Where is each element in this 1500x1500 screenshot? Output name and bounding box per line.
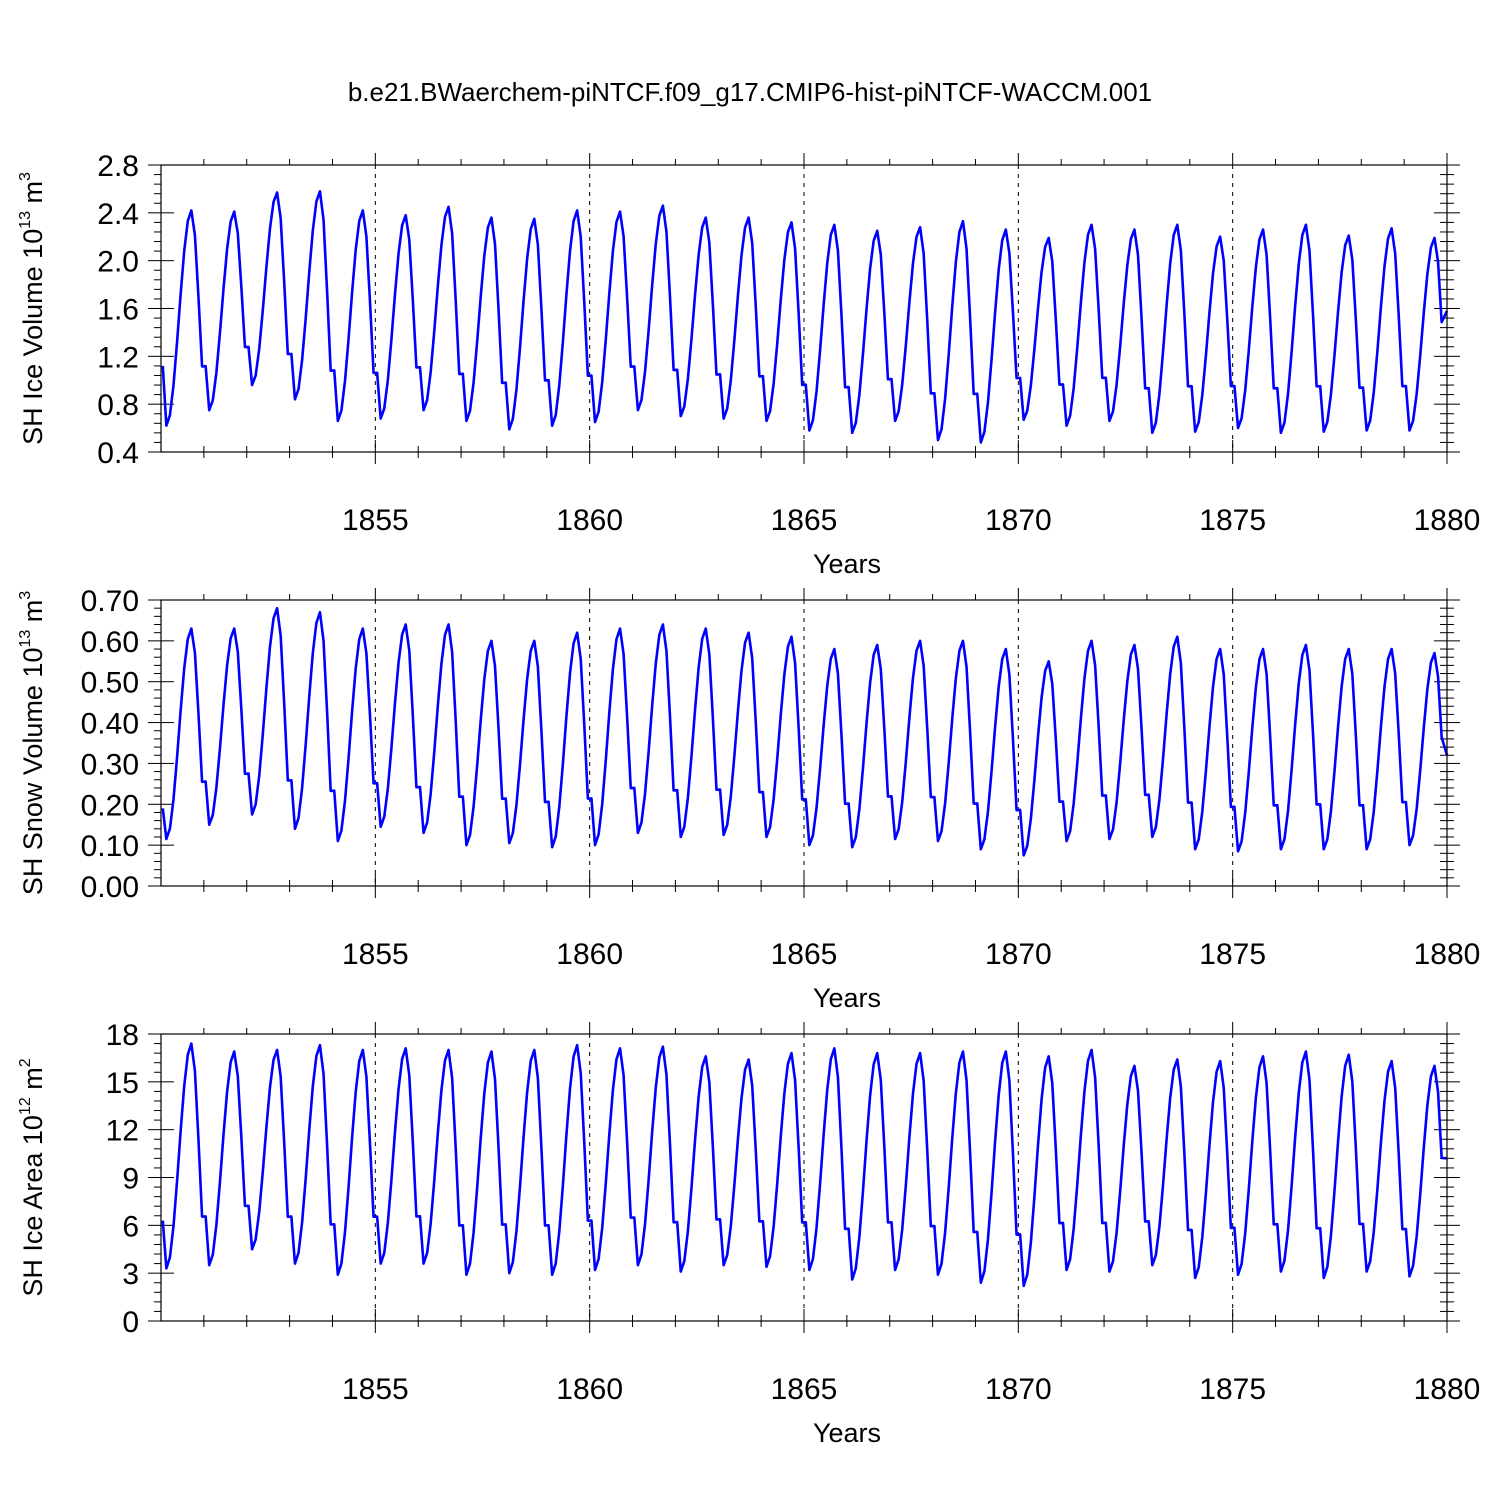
x-tick-label: 1880: [1414, 938, 1481, 971]
x-tick-label: 1870: [985, 1373, 1052, 1406]
y-axis-label-unit-exponent: 2: [17, 1058, 34, 1067]
series-line-ice-volume: [161, 190, 1449, 444]
y-axis-label: SH Ice Volume 1013 m3: [17, 172, 48, 445]
x-tick-label: 1870: [985, 504, 1052, 537]
x-tick-label: 1875: [1199, 504, 1266, 537]
y-axis-label-main: SH Ice Volume 10: [18, 229, 48, 445]
y-tick-label: 18: [106, 1019, 139, 1052]
plot-frame: [160, 1033, 1448, 1322]
y-axis-label-main: SH Ice Area 10: [18, 1115, 48, 1297]
series-line-snow-volume: [161, 606, 1449, 857]
y-tick-label: 3: [122, 1258, 139, 1291]
y-tick-label: 0.10: [81, 830, 139, 863]
y-tick-label: 9: [122, 1163, 139, 1196]
plot-frame: [160, 164, 1448, 453]
x-tick-label: 1860: [556, 938, 623, 971]
y-tick-label: 0.20: [81, 789, 139, 822]
panel-snow-volume: 0.00 0.10 0.20 0.30 0.40 0.50 0.60 0.70 1855 1860…: [17, 585, 1480, 1013]
y-tick-label: 0.50: [81, 667, 139, 700]
y-axis-label-exponent: 12: [17, 1097, 34, 1115]
y-axis-label: SH Ice Area 1012 m2: [17, 1058, 48, 1296]
y-axis-label-main: SH Snow Volume 10: [18, 648, 48, 896]
panel-ice-area: 0 3 6 9 12 15 18 1855 1860 1865 1870 1875 1880 Years S…: [17, 1019, 1480, 1448]
y-tick-label: 0: [122, 1306, 139, 1339]
x-tick-label: 1865: [771, 504, 838, 537]
y-tick-label: 0.40: [81, 708, 139, 741]
y-axis-label: SH Snow Volume 1013 m3: [17, 591, 48, 895]
x-tick-label: 1875: [1199, 1373, 1266, 1406]
x-axis-label: Years: [813, 983, 881, 1013]
x-axis-label: Years: [813, 549, 881, 579]
y-tick-label: 15: [106, 1067, 139, 1100]
y-axis-label-unit-exponent: 3: [17, 172, 34, 181]
y-axis-label-exponent: 13: [17, 211, 34, 229]
x-tick-label: 1860: [556, 504, 623, 537]
x-tick-label: 1855: [342, 1373, 409, 1406]
x-tick-label: 1880: [1414, 1373, 1481, 1406]
x-tick-label: 1855: [342, 504, 409, 537]
y-tick-label: 0.00: [81, 871, 139, 904]
y-tick-label: 0.60: [81, 626, 139, 659]
y-tick-label: 0.4: [97, 437, 139, 470]
x-tick-label: 1865: [771, 1373, 838, 1406]
y-tick-label: 0.8: [97, 389, 139, 422]
x-tick-label: 1875: [1199, 938, 1266, 971]
y-axis-label-unit: m: [18, 181, 48, 211]
y-tick-label: 1.6: [97, 294, 139, 327]
plot-frame: [160, 599, 1448, 887]
y-tick-label: 0.30: [81, 748, 139, 781]
y-tick-label: 2.8: [97, 150, 139, 183]
x-axis-label: Years: [813, 1418, 881, 1448]
y-axis-label-unit: m: [18, 1067, 48, 1097]
y-tick-label: 12: [106, 1115, 139, 1148]
figure-title: b.e21.BWaerchem-piNTCF.f09_g17.CMIP6-his…: [348, 77, 1152, 107]
series-line-ice-area: [161, 1042, 1448, 1288]
x-tick-label: 1880: [1414, 504, 1481, 537]
x-tick-label: 1865: [771, 938, 838, 971]
y-tick-label: 2.4: [97, 198, 139, 231]
y-tick-label: 1.2: [97, 341, 139, 374]
y-tick-label: 2.0: [97, 246, 139, 279]
x-tick-label: 1860: [556, 1373, 623, 1406]
y-axis-label-unit-exponent: 3: [17, 591, 34, 600]
x-tick-label: 1870: [985, 938, 1052, 971]
y-axis-label-unit: m: [18, 600, 48, 630]
y-tick-label: 0.70: [81, 585, 139, 618]
x-tick-label: 1855: [342, 938, 409, 971]
y-tick-label: 6: [122, 1210, 139, 1243]
y-axis-label-exponent: 13: [17, 630, 34, 648]
panel-ice-volume: 0.4 0.8 1.2 1.6 2.0 2.4 2.8 1855 1860 1865 1870 187…: [17, 150, 1480, 579]
